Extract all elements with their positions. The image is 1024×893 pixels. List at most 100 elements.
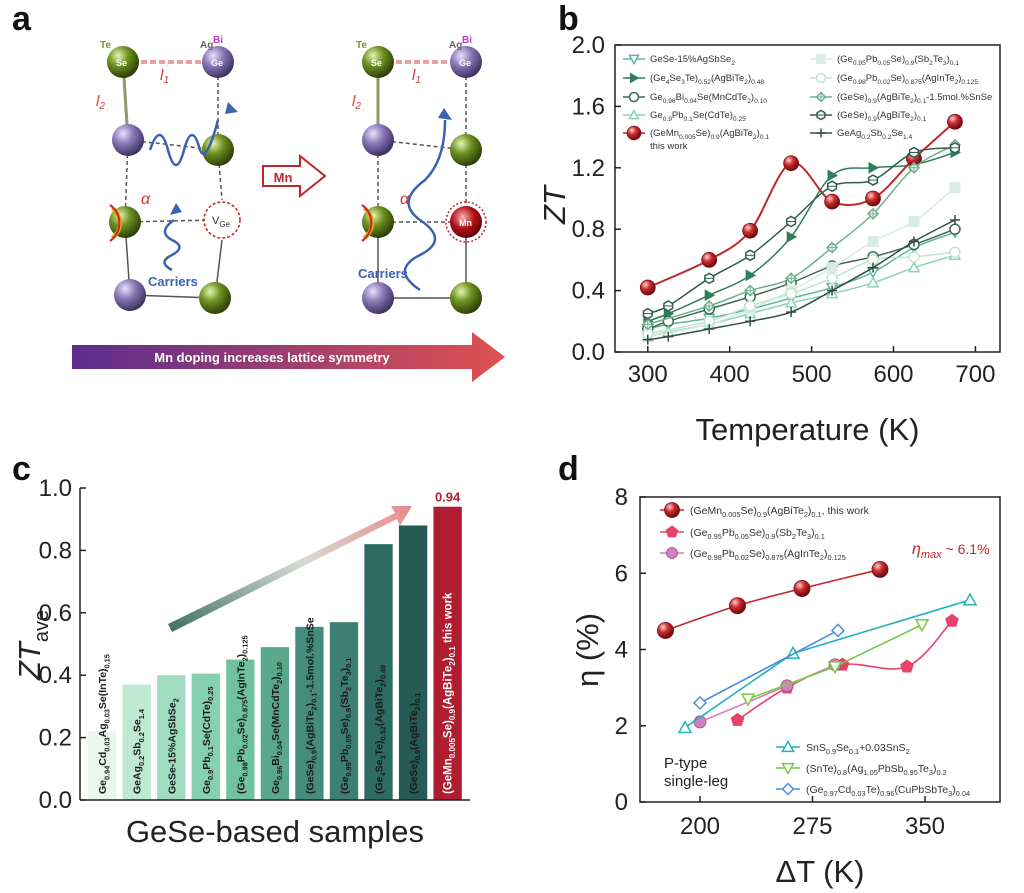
legend-label: (GeMn0.005Se)0.9(AgBiTe2)0.1: [650, 128, 769, 141]
zt-ave-bar-chart: Ge0.94Cd0.03Ag0.03Se(InTe)0.15 GeAg0.2Sb0…: [12, 475, 470, 849]
x-axis-title: GeSe-based samples: [126, 814, 424, 849]
bar-label: (Ge4Se3Te)0.52(AgBiTe2)0.48: [374, 665, 388, 794]
mn-arrow: Mn: [262, 153, 327, 199]
efficiency-plot: 200 275 350 0 2 4 6 8 ΔT (K) η (%) (GeMn0.005Se)0.…: [570, 484, 1001, 889]
data-point: [908, 146, 920, 159]
data-point: [793, 580, 811, 597]
carriers-label: Carriers: [148, 274, 198, 289]
bar: [433, 506, 462, 800]
data-point: [730, 712, 745, 726]
panel-c: c Ge0.94Cd0.03Ag0.03Se(InTe)0.15 GeAg0.2S…: [12, 450, 470, 849]
y-tick-label: 0.4: [39, 662, 72, 689]
panel-a-label: a: [12, 0, 32, 38]
data-point: [949, 246, 961, 258]
data-point: [868, 161, 880, 174]
y-tick-label: 4: [615, 637, 628, 664]
y-tick-label: 0: [615, 789, 628, 816]
x-axis-title: ΔT (K): [775, 854, 864, 889]
data-point: [949, 182, 961, 194]
data-point: [786, 307, 797, 318]
bar-label: GeSe-15%AgSbSe2: [166, 698, 180, 794]
legend-label: (GeSe)0.9(AgBiTe2)0.1-1.5mol.%SnSe: [837, 92, 992, 105]
data-point: [745, 269, 757, 282]
symmetry-banner: Mn doping increases lattice symmetry: [72, 332, 505, 382]
legend-marker: [815, 91, 827, 103]
atom-label-te: Te: [100, 40, 111, 51]
panel-d-label: d: [558, 450, 579, 488]
bar-label: GeAg0.2Sb0.2Se1.4: [132, 708, 146, 794]
bar: [226, 659, 255, 800]
data-point: [949, 141, 961, 154]
data-point: [867, 235, 879, 247]
bar: [260, 647, 290, 800]
x-tick-label: 200: [680, 813, 720, 840]
x-tick-label: 300: [628, 361, 668, 388]
data-point: [642, 334, 653, 345]
legend-marker: [781, 782, 795, 796]
legend-marker: [626, 125, 642, 141]
panel-a: a Te Se: [12, 0, 505, 382]
data-point: [827, 661, 843, 675]
atom-ge: [362, 124, 394, 156]
data-point: [908, 216, 920, 228]
data-point: [907, 161, 921, 174]
y-tick-label: 1.2: [572, 155, 605, 182]
legend-item: SnS0.9Se0.1+0.03SnS2: [776, 739, 910, 756]
data-point: [786, 231, 798, 243]
y-tick-label: 1.0: [39, 475, 72, 502]
x-tick-label: 500: [792, 361, 832, 388]
y-axis-title: ZT: [537, 184, 572, 225]
data-point: [701, 252, 718, 268]
legend-label: (Ge0.95Pb0.05Se)0.9(Sb2Te3)0.1: [837, 54, 959, 67]
zt-temperature-plot: 300 400 500 600 700 0.0 0.4 0.8 1.2 1.6 2.0 Tempera…: [537, 32, 1001, 447]
legend-item: (Ge0.98Pb0.02Se)0.875(AgInTe2)0.125: [660, 547, 846, 562]
panel-c-label: c: [12, 450, 31, 488]
series-line: [647, 144, 956, 326]
data-point: [783, 155, 799, 172]
legend-marker: [781, 739, 795, 753]
data-point: [824, 193, 840, 210]
data-point: [945, 613, 959, 627]
atom-ge: [202, 46, 234, 78]
legend-label: Ge0.9Pb0.1Se(CdTe)0.25: [650, 110, 746, 123]
data-point: [704, 289, 716, 302]
data-point: [785, 287, 797, 300]
carrier-wave: [403, 119, 447, 292]
banner-text: Mn doping increases lattice symmetry: [154, 350, 390, 365]
ptype-label: P-type: [664, 755, 707, 772]
bar: [329, 622, 359, 800]
mn-glow: [445, 201, 487, 243]
y-tick-label: 0.2: [39, 725, 72, 752]
legend-label: (Ge0.98Pb0.02Se)0.875(AgInTe2)0.125: [690, 548, 846, 562]
series-line: [699, 664, 836, 723]
legend-label: (SnTe)0.8(Ag1.05PbSb0.95Te3)0.2: [806, 763, 947, 777]
atom-label-bi: Bi: [213, 35, 223, 46]
legend-marker: [781, 762, 795, 776]
bar: [295, 626, 324, 800]
x-tick-label: 700: [955, 361, 995, 388]
data-point: [742, 222, 759, 239]
wave-arrow-head: [438, 108, 452, 120]
data-point: [744, 300, 756, 312]
wave-arrow-head: [170, 203, 182, 215]
axes-frame: [614, 44, 1001, 353]
atom-label-se: Se: [371, 58, 382, 68]
data-point: [657, 621, 674, 639]
legend-marker: [815, 72, 827, 84]
legend-item: (Ge0.97Cd0.03Te)0.96(CuPbSbTe3)0.04: [776, 782, 970, 798]
bar: [398, 525, 428, 800]
legend-marker: [816, 128, 826, 138]
angle-arc: [109, 204, 121, 242]
data-point: [949, 223, 961, 235]
l2-label: l2: [352, 93, 361, 112]
l2-label: l2: [96, 93, 105, 112]
y-tick-label: 1.6: [572, 93, 605, 120]
data-point: [642, 307, 653, 320]
atom-se: [107, 46, 139, 78]
y-tick-label: 0.8: [572, 216, 605, 243]
bar-label: (Ge0.95Pb0.05Se)0.9(Sb2Te3)0.1: [339, 658, 353, 794]
data-point: [677, 720, 693, 734]
legend-label: (GeSe)0.9(AgBiTe2)0.1: [837, 110, 927, 123]
y-tick-label: 0.4: [572, 278, 605, 305]
data-point: [826, 262, 838, 274]
